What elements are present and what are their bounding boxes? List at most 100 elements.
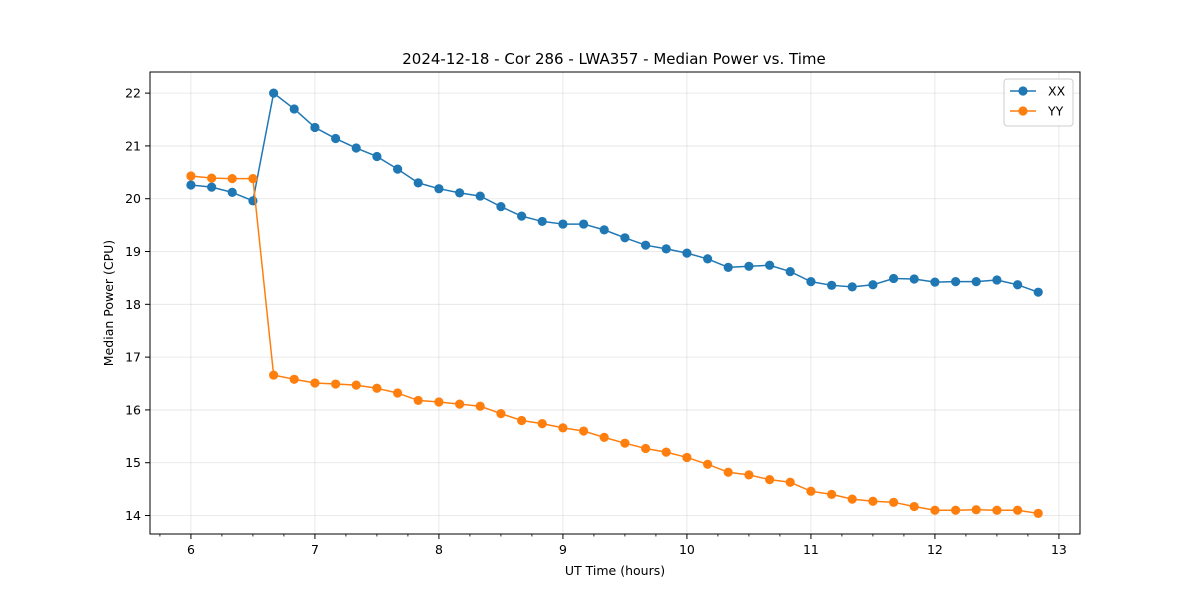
data-point-xx	[682, 248, 692, 258]
data-point-xx	[765, 260, 775, 270]
data-point-yy	[496, 409, 506, 419]
data-point-yy	[1013, 505, 1023, 515]
data-point-xx	[186, 180, 196, 190]
data-point-yy	[992, 505, 1002, 515]
data-point-xx	[558, 219, 568, 229]
data-point-xx	[537, 216, 547, 227]
data-point-xx	[331, 133, 341, 144]
data-point-yy	[434, 397, 444, 407]
series-line-xx	[190, 92, 1039, 293]
data-point-xx	[413, 178, 423, 188]
data-point-xx	[517, 211, 527, 221]
data-point-yy	[537, 419, 547, 429]
data-point-yy	[620, 438, 630, 448]
data-point-xx	[351, 143, 361, 153]
x-tick-label: 9	[559, 542, 567, 557]
x-tick-label: 13	[1051, 542, 1067, 557]
x-tick-label: 7	[311, 542, 319, 557]
data-point-xx	[475, 191, 485, 201]
data-point-xx	[971, 277, 981, 287]
data-point-yy	[909, 501, 919, 512]
chart-title: 2024-12-18 - Cor 286 - LWA357 - Median P…	[402, 50, 826, 68]
data-point-yy	[393, 388, 403, 398]
y-axis-label: Median Power (CPU)	[101, 240, 116, 366]
plot-frame	[149, 71, 1081, 535]
data-point-yy	[310, 378, 320, 388]
legend-marker-yy	[1018, 106, 1028, 116]
data-point-xx	[909, 274, 919, 284]
data-point-xx	[827, 280, 837, 290]
axis-layer: 6 7 8 9 10 11 12 13 14 15 16 17 18 19 20 21 22	[125, 86, 1067, 557]
y-tick-label: 17	[125, 350, 141, 365]
x-tick-label: 12	[927, 542, 943, 557]
data-point-yy	[475, 401, 485, 411]
data-point-yy	[661, 447, 671, 457]
data-point-yy	[269, 370, 279, 380]
y-tick-label: 15	[125, 455, 141, 470]
data-point-yy	[703, 459, 713, 469]
y-tick-label: 19	[125, 244, 141, 259]
data-point-yy	[227, 174, 237, 184]
x-tick-label: 8	[435, 542, 443, 557]
y-tick-label: 22	[125, 86, 141, 101]
data-point-xx	[847, 282, 857, 292]
data-point-yy	[827, 489, 837, 499]
data-point-yy	[951, 505, 961, 515]
data-point-xx	[207, 182, 217, 192]
data-point-yy	[413, 395, 423, 406]
x-tick-label: 6	[187, 542, 195, 557]
data-point-yy	[971, 505, 981, 515]
data-point-xx	[310, 122, 320, 133]
data-point-yy	[785, 477, 795, 487]
data-point-xx	[269, 88, 279, 98]
legend-marker-xx	[1018, 86, 1028, 96]
data-point-yy	[930, 505, 940, 515]
data-point-xx	[372, 151, 382, 162]
data-point-xx	[930, 277, 940, 287]
data-point-xx	[434, 184, 444, 194]
data-point-yy	[868, 496, 878, 506]
data-point-xx	[723, 262, 733, 272]
data-point-yy	[331, 379, 341, 389]
data-point-yy	[455, 399, 465, 409]
y-tick-label: 20	[125, 191, 141, 206]
data-point-yy	[889, 497, 899, 507]
data-point-yy	[599, 432, 609, 442]
data-point-yy	[351, 380, 361, 390]
y-tick-label: 21	[125, 138, 141, 153]
data-point-xx	[806, 277, 816, 287]
data-point-xx	[992, 275, 1002, 285]
data-point-yy	[517, 415, 527, 426]
legend: XX YY	[1003, 78, 1074, 127]
data-point-yy	[765, 475, 775, 485]
data-point-yy	[847, 494, 857, 504]
data-point-xx	[455, 188, 465, 198]
data-point-yy	[207, 173, 217, 183]
data-point-xx	[599, 225, 609, 235]
data-point-yy	[744, 470, 754, 480]
data-point-xx	[289, 104, 299, 114]
data-point-yy	[641, 443, 651, 454]
data-point-yy	[186, 171, 196, 181]
data-point-yy	[723, 467, 733, 477]
y-tick-label: 14	[125, 508, 141, 523]
data-point-xx	[951, 277, 961, 287]
data-point-xx	[744, 261, 754, 271]
data-point-xx	[1013, 280, 1023, 290]
data-point-xx	[641, 240, 651, 250]
data-point-yy	[682, 452, 692, 463]
data-point-xx	[393, 164, 403, 174]
x-tick-label: 11	[803, 542, 819, 557]
data-point-yy	[1033, 508, 1043, 519]
data-point-xx	[785, 266, 795, 277]
data-point-xx	[661, 244, 671, 254]
x-axis-label: UT Time (hours)	[565, 563, 665, 578]
data-point-yy	[248, 174, 258, 184]
data-point-xx	[1033, 287, 1043, 297]
data-point-xx	[703, 254, 713, 264]
data-point-yy	[579, 426, 589, 436]
data-point-xx	[496, 202, 506, 212]
series-layer	[186, 88, 1043, 519]
legend-label-yy: YY	[1047, 104, 1064, 119]
